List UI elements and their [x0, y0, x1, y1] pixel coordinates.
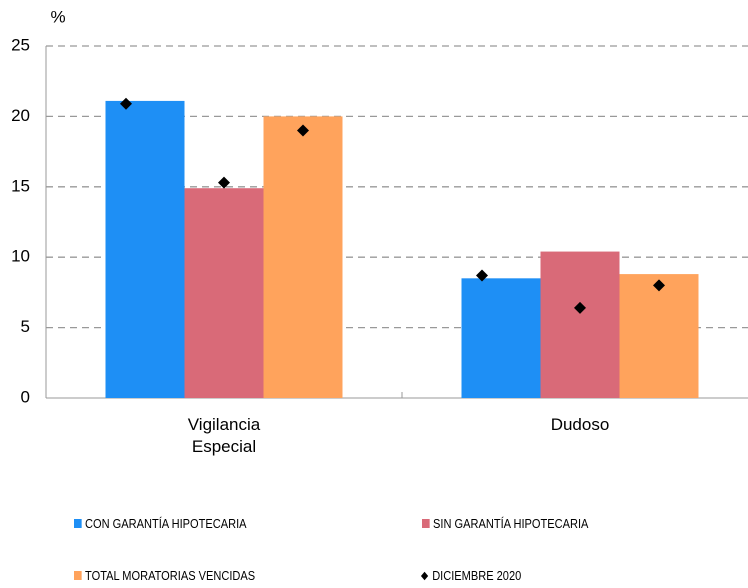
legend-swatch [74, 519, 82, 528]
bar [105, 100, 185, 399]
bar [263, 116, 343, 399]
legend-label: DICIEMBRE 2020 [432, 568, 522, 583]
bar [184, 188, 264, 398]
y-tick-label: 25 [11, 35, 30, 54]
y-tick-label: 15 [11, 176, 30, 195]
legend-item: DICIEMBRE 2020 [420, 568, 522, 583]
legend-label: SIN GARANTÍA HIPOTECARIA [433, 516, 589, 531]
y-tick-label: 10 [11, 247, 30, 266]
marker [120, 97, 132, 110]
y-tick-label: 0 [21, 387, 30, 406]
legend-swatch [422, 519, 430, 528]
x-tick-label: Vigilancia Especial [187, 415, 261, 456]
legend-item: SIN GARANTÍA HIPOTECARIA [422, 516, 588, 531]
bar [619, 274, 699, 398]
bar [461, 278, 541, 398]
legend-item: CON GARANTÍA HIPOTECARIA [74, 516, 247, 531]
x-tick-label: Dudoso [550, 415, 610, 434]
legend-label: TOTAL MORATORIAS VENCIDAS [85, 568, 256, 583]
marker [476, 269, 488, 282]
legend-label: CON GARANTÍA HIPOTECARIA [85, 516, 247, 531]
y-axis-label: % [50, 7, 65, 26]
y-tick-label: 20 [11, 106, 30, 125]
marker [653, 279, 665, 292]
marker [218, 176, 230, 189]
marker [297, 124, 309, 137]
legend-marker [420, 571, 429, 580]
bar [540, 251, 620, 398]
marker [574, 301, 586, 314]
legend-swatch [74, 571, 82, 580]
legend-item: TOTAL MORATORIAS VENCIDAS [74, 568, 255, 583]
y-tick-label: 5 [21, 317, 30, 336]
